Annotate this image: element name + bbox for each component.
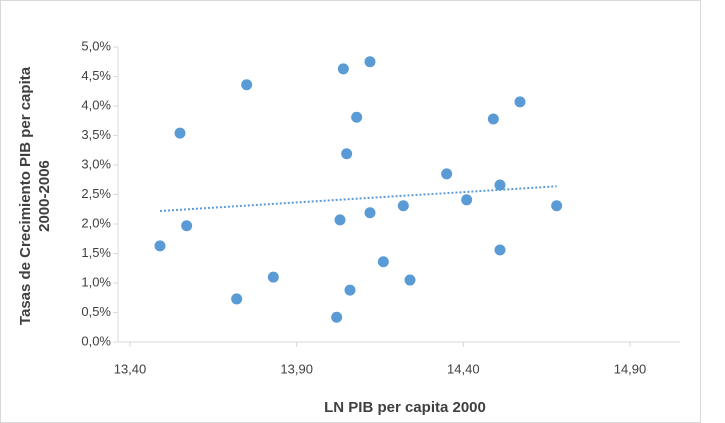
y-tick-label: 0,5% bbox=[81, 304, 111, 319]
x-axis-title: LN PIB per capita 2000 bbox=[324, 399, 486, 416]
point bbox=[461, 194, 473, 206]
y-tick-label: 0,0% bbox=[81, 333, 111, 348]
y-tick-label: 2,0% bbox=[81, 215, 111, 230]
x-tick-label: 14,40 bbox=[447, 361, 480, 376]
y-tick-label: 3,0% bbox=[81, 156, 111, 171]
x-tick-label: 13,90 bbox=[280, 361, 313, 376]
point bbox=[181, 220, 193, 232]
y-tick-label: 1,5% bbox=[81, 245, 111, 260]
point bbox=[487, 113, 499, 125]
y-tick-label: 2,5% bbox=[81, 186, 111, 201]
point bbox=[494, 179, 506, 191]
point bbox=[334, 214, 346, 226]
point bbox=[344, 284, 356, 296]
x-tick-label: 14,90 bbox=[614, 361, 647, 376]
point bbox=[231, 293, 243, 305]
point bbox=[494, 244, 506, 256]
y-tick-label: 3,5% bbox=[81, 127, 111, 142]
point bbox=[267, 271, 279, 283]
point bbox=[241, 79, 253, 91]
y-tick-label: 4,5% bbox=[81, 68, 111, 83]
chart-border bbox=[0, 0, 701, 423]
point bbox=[364, 207, 376, 219]
point bbox=[397, 200, 409, 212]
y-axis-title: Tasas de Crecimiento PIB per capita 2000-… bbox=[17, 66, 53, 325]
y-tick-label: 1,0% bbox=[81, 274, 111, 289]
point bbox=[364, 56, 376, 68]
point bbox=[341, 148, 353, 160]
x-tick-label: 13,40 bbox=[114, 361, 147, 376]
point bbox=[337, 63, 349, 75]
point bbox=[174, 127, 186, 139]
point bbox=[377, 256, 389, 268]
point bbox=[551, 200, 563, 212]
point bbox=[514, 96, 526, 108]
point bbox=[154, 240, 166, 252]
y-tick-label: 4,0% bbox=[81, 97, 111, 112]
point bbox=[331, 311, 343, 323]
point bbox=[404, 274, 416, 286]
y-tick-label: 5,0% bbox=[81, 38, 111, 53]
point bbox=[351, 111, 363, 123]
point bbox=[441, 168, 453, 180]
